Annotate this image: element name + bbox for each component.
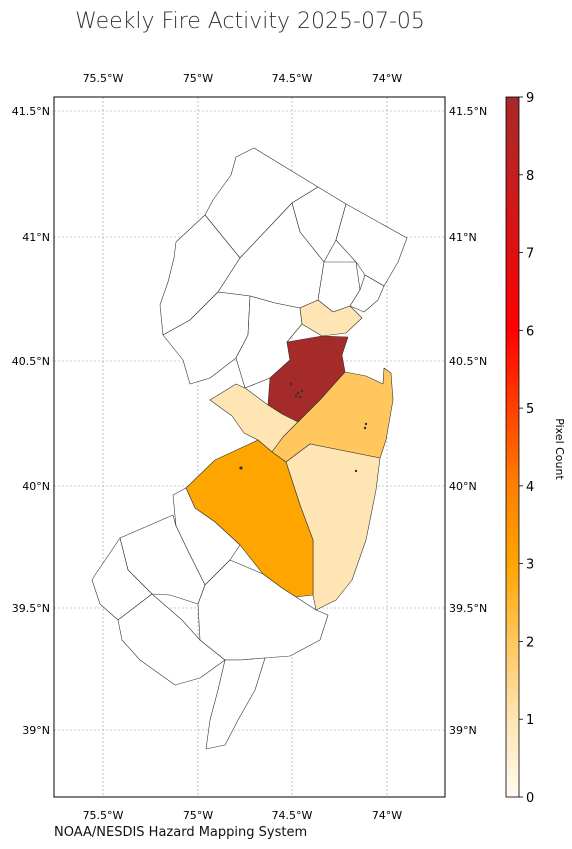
lon-label-bottom: 74.5°W	[272, 809, 313, 822]
lat-label-left: 41.5°N	[12, 105, 50, 118]
county-atlantic	[197, 559, 329, 661]
lat-label-right: 39.5°N	[449, 602, 487, 615]
colorbar-tick-label: 0	[526, 791, 534, 806]
colorbar-tick-label: 4	[526, 480, 534, 495]
county-cape-may	[205, 657, 266, 750]
lat-label-right: 40.5°N	[449, 355, 487, 368]
fire-detections	[239, 382, 368, 473]
fire-point	[300, 389, 304, 393]
lat-label-left: 40°N	[22, 480, 50, 493]
lat-label-right: 41.5°N	[449, 105, 487, 118]
colorbar-tick-label: 6	[526, 324, 534, 339]
lon-label-bottom: 75.5°W	[83, 809, 124, 822]
colorbar-tick-label: 1	[526, 713, 534, 728]
lat-label-left: 41°N	[22, 231, 50, 244]
fire-point	[289, 382, 293, 386]
lat-labels-left: 41.5°N 41°N 40.5°N 40°N 39.5°N 39°N	[12, 105, 50, 737]
fire-point	[296, 391, 300, 395]
credit-text: NOAA/NESDIS Hazard Mapping System	[54, 825, 307, 840]
fire-point	[364, 422, 368, 426]
colorbar-tick-label: 5	[526, 402, 534, 417]
fire-point	[363, 426, 367, 430]
fire-point	[354, 469, 358, 473]
map-border	[53, 96, 446, 798]
lon-labels-top: 75.5°W 75°W 74.5°W 74°W	[83, 72, 403, 85]
lat-labels-right: 41.5°N 41°N 40.5°N 40°N 39.5°N 39°N	[449, 105, 487, 737]
lon-label-bottom: 74°W	[372, 809, 402, 822]
lat-label-left: 40.5°N	[12, 355, 50, 368]
county-hudson	[349, 274, 385, 313]
lon-label-top: 75°W	[183, 72, 213, 85]
fire-point	[298, 395, 302, 399]
fire-point	[239, 466, 243, 470]
colorbar-tick-label: 9	[526, 91, 534, 106]
colorbar-ticks: 0 1 2 3 4 5 6 7 8 9	[519, 91, 534, 806]
lon-labels-bottom: 75.5°W 75°W 74.5°W 74°W	[83, 809, 403, 822]
county-cumberland	[117, 593, 226, 686]
lat-label-left: 39°N	[22, 724, 50, 737]
lon-label-bottom: 75°W	[183, 809, 213, 822]
colorbar-tick-label: 8	[526, 169, 534, 184]
colorbar-label: Pixel Count	[553, 418, 566, 480]
lat-label-right: 41°N	[449, 231, 477, 244]
fire-point	[294, 394, 298, 398]
colorbar: 0 1 2 3 4 5 6 7 8 9 Pixel Count	[505, 91, 566, 806]
lat-label-left: 39.5°N	[12, 602, 50, 615]
colorbar-tick-label: 7	[526, 247, 534, 262]
lon-label-top: 75.5°W	[83, 72, 124, 85]
colorbar-scale	[505, 96, 520, 798]
lat-label-right: 40°N	[449, 480, 477, 493]
map-title: Weekly Fire Activity 2025-07-05	[75, 9, 425, 34]
lon-label-top: 74.5°W	[272, 72, 313, 85]
county-layer	[91, 147, 408, 750]
lon-label-top: 74°W	[372, 72, 402, 85]
map-panel	[53, 96, 446, 798]
colorbar-tick-label: 3	[526, 558, 534, 573]
colorbar-tick-label: 2	[526, 635, 534, 650]
county-union	[299, 299, 363, 337]
lat-label-right: 39°N	[449, 724, 477, 737]
